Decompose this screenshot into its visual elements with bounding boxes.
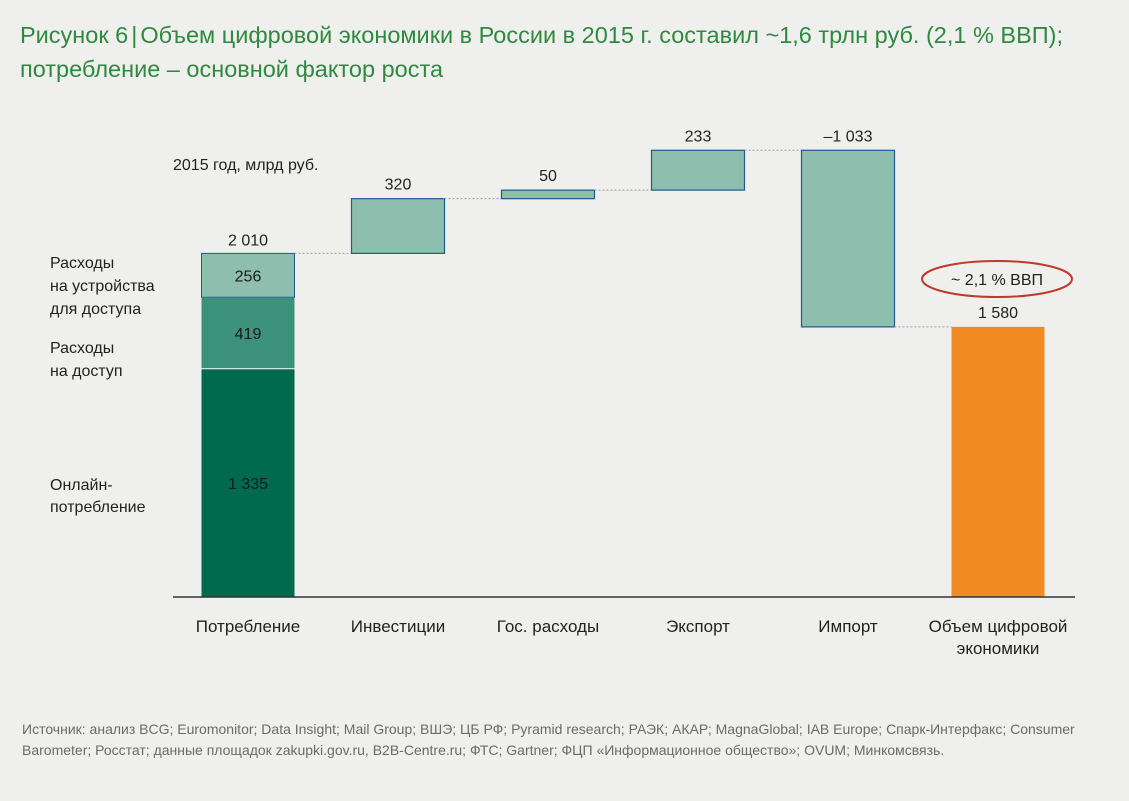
result-value: 1 580 [978,305,1018,322]
category-label-4-0: Импорт [818,617,878,636]
title-text: Объем цифровой экономики в России в 2015… [20,22,1064,82]
consumption-total-label: 2 010 [228,232,268,249]
consumption-segment-1 [201,297,295,369]
category-label-2-0: Гос. расходы [497,617,599,636]
segment-label-2-0: Расходы [50,255,114,272]
source-note: Источник: анализ BCG; Euromonitor; Data … [22,721,1075,758]
step-bar-1 [500,189,596,200]
segment-label-2-1: на устройства [50,278,155,295]
step-bar-0 [350,198,446,254]
category-label-1-0: Инвестиции [351,617,445,636]
consumption-segment-value-0: 1 335 [228,476,268,493]
step-value-0: 320 [385,177,412,194]
category-label-3-0: Экспорт [666,617,730,636]
consumption-segment-value-2: 256 [235,268,262,285]
consumption-segment-0 [201,368,295,597]
annotation-text: ~ 2,1 % ВВП [951,272,1043,289]
segment-label-0-1: потребление [50,499,146,516]
category-label-0-0: Потребление [196,617,301,636]
step-bar-3 [800,149,896,328]
segment-label-1-1: на доступ [50,363,123,380]
annotation-ellipse [921,260,1073,298]
unit-label: 2015 год, млрд руб. [173,157,318,174]
segment-label-1-0: Расходы [50,340,114,357]
figure-label: Рисунок 6 [20,22,129,48]
category-label-5-1: экономики [957,639,1040,658]
waterfall-chart: 2015 год, млрд руб. 1 335 419 256 2 010 Онлай… [50,128,1075,658]
step-value-3: –1 033 [824,128,873,145]
chart-title: Рисунок 6 | Объем цифровой экономики в Рос… [20,18,1115,86]
consumption-segment-2 [201,253,295,298]
step-value-2: 233 [685,128,712,145]
title-separator: | [131,22,138,48]
step-bar-2 [650,149,746,191]
result-bar [951,326,1045,597]
category-label-5-0: Объем цифровой [929,617,1068,636]
segment-label-2-2: для доступа [50,301,141,318]
segment-label-0-0: Онлайн- [50,477,113,494]
consumption-segment-value-1: 419 [235,326,262,343]
consumption-top-outline [201,252,295,298]
step-value-1: 50 [539,168,557,185]
